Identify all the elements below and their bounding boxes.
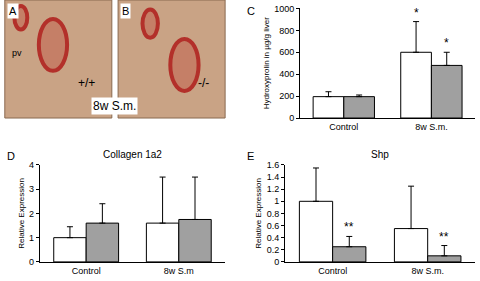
svg-text:Relative Expression: Relative Expression — [255, 178, 264, 249]
svg-text:C: C — [247, 5, 255, 17]
svg-text:*: * — [444, 36, 449, 50]
svg-text:-/-: -/- — [198, 76, 209, 90]
svg-text:B: B — [122, 5, 129, 17]
svg-text:600: 600 — [279, 47, 294, 57]
svg-text:1000: 1000 — [274, 4, 294, 14]
svg-text:0.2: 0.2 — [267, 245, 280, 255]
svg-text:0: 0 — [289, 113, 294, 123]
svg-text:1: 1 — [274, 196, 279, 206]
svg-text:0.8: 0.8 — [267, 209, 280, 219]
svg-text:1: 1 — [29, 233, 34, 243]
svg-text:Collagen 1a2: Collagen 1a2 — [103, 149, 162, 160]
svg-text:E: E — [247, 150, 254, 162]
svg-text:Relative Expression: Relative Expression — [17, 178, 26, 249]
svg-text:1.6: 1.6 — [267, 160, 280, 170]
svg-text:800: 800 — [279, 26, 294, 36]
svg-text:Shp: Shp — [371, 149, 389, 160]
svg-text:400: 400 — [279, 69, 294, 79]
svg-text:Hydroxyprolin in µg/g liver: Hydroxyprolin in µg/g liver — [262, 17, 271, 110]
svg-text:2: 2 — [29, 209, 34, 219]
svg-text:8w S.m: 8w S.m — [164, 266, 194, 276]
svg-text:pv: pv — [12, 48, 22, 58]
svg-text:1.4: 1.4 — [267, 172, 280, 182]
svg-text:8w S.m.: 8w S.m. — [411, 266, 444, 276]
svg-text:Control: Control — [329, 122, 358, 132]
svg-text:*: * — [414, 6, 419, 20]
svg-text:Control: Control — [318, 266, 347, 276]
svg-text:8w S.m.: 8w S.m. — [93, 99, 136, 113]
svg-text:+/+: +/+ — [78, 76, 95, 90]
svg-text:0.6: 0.6 — [267, 221, 280, 231]
svg-text:0.4: 0.4 — [267, 233, 280, 243]
svg-text:Control: Control — [72, 266, 101, 276]
svg-text:8w S.m.: 8w S.m. — [415, 122, 448, 132]
svg-text:A: A — [9, 5, 17, 17]
svg-text:0: 0 — [29, 257, 34, 267]
svg-text:0: 0 — [274, 257, 279, 267]
svg-text:**: ** — [344, 220, 354, 234]
svg-text:**: ** — [439, 230, 449, 244]
svg-text:1.2: 1.2 — [267, 184, 280, 194]
svg-text:200: 200 — [279, 91, 294, 101]
svg-text:4: 4 — [29, 160, 34, 170]
svg-text:D: D — [7, 150, 15, 162]
svg-text:3: 3 — [29, 184, 34, 194]
